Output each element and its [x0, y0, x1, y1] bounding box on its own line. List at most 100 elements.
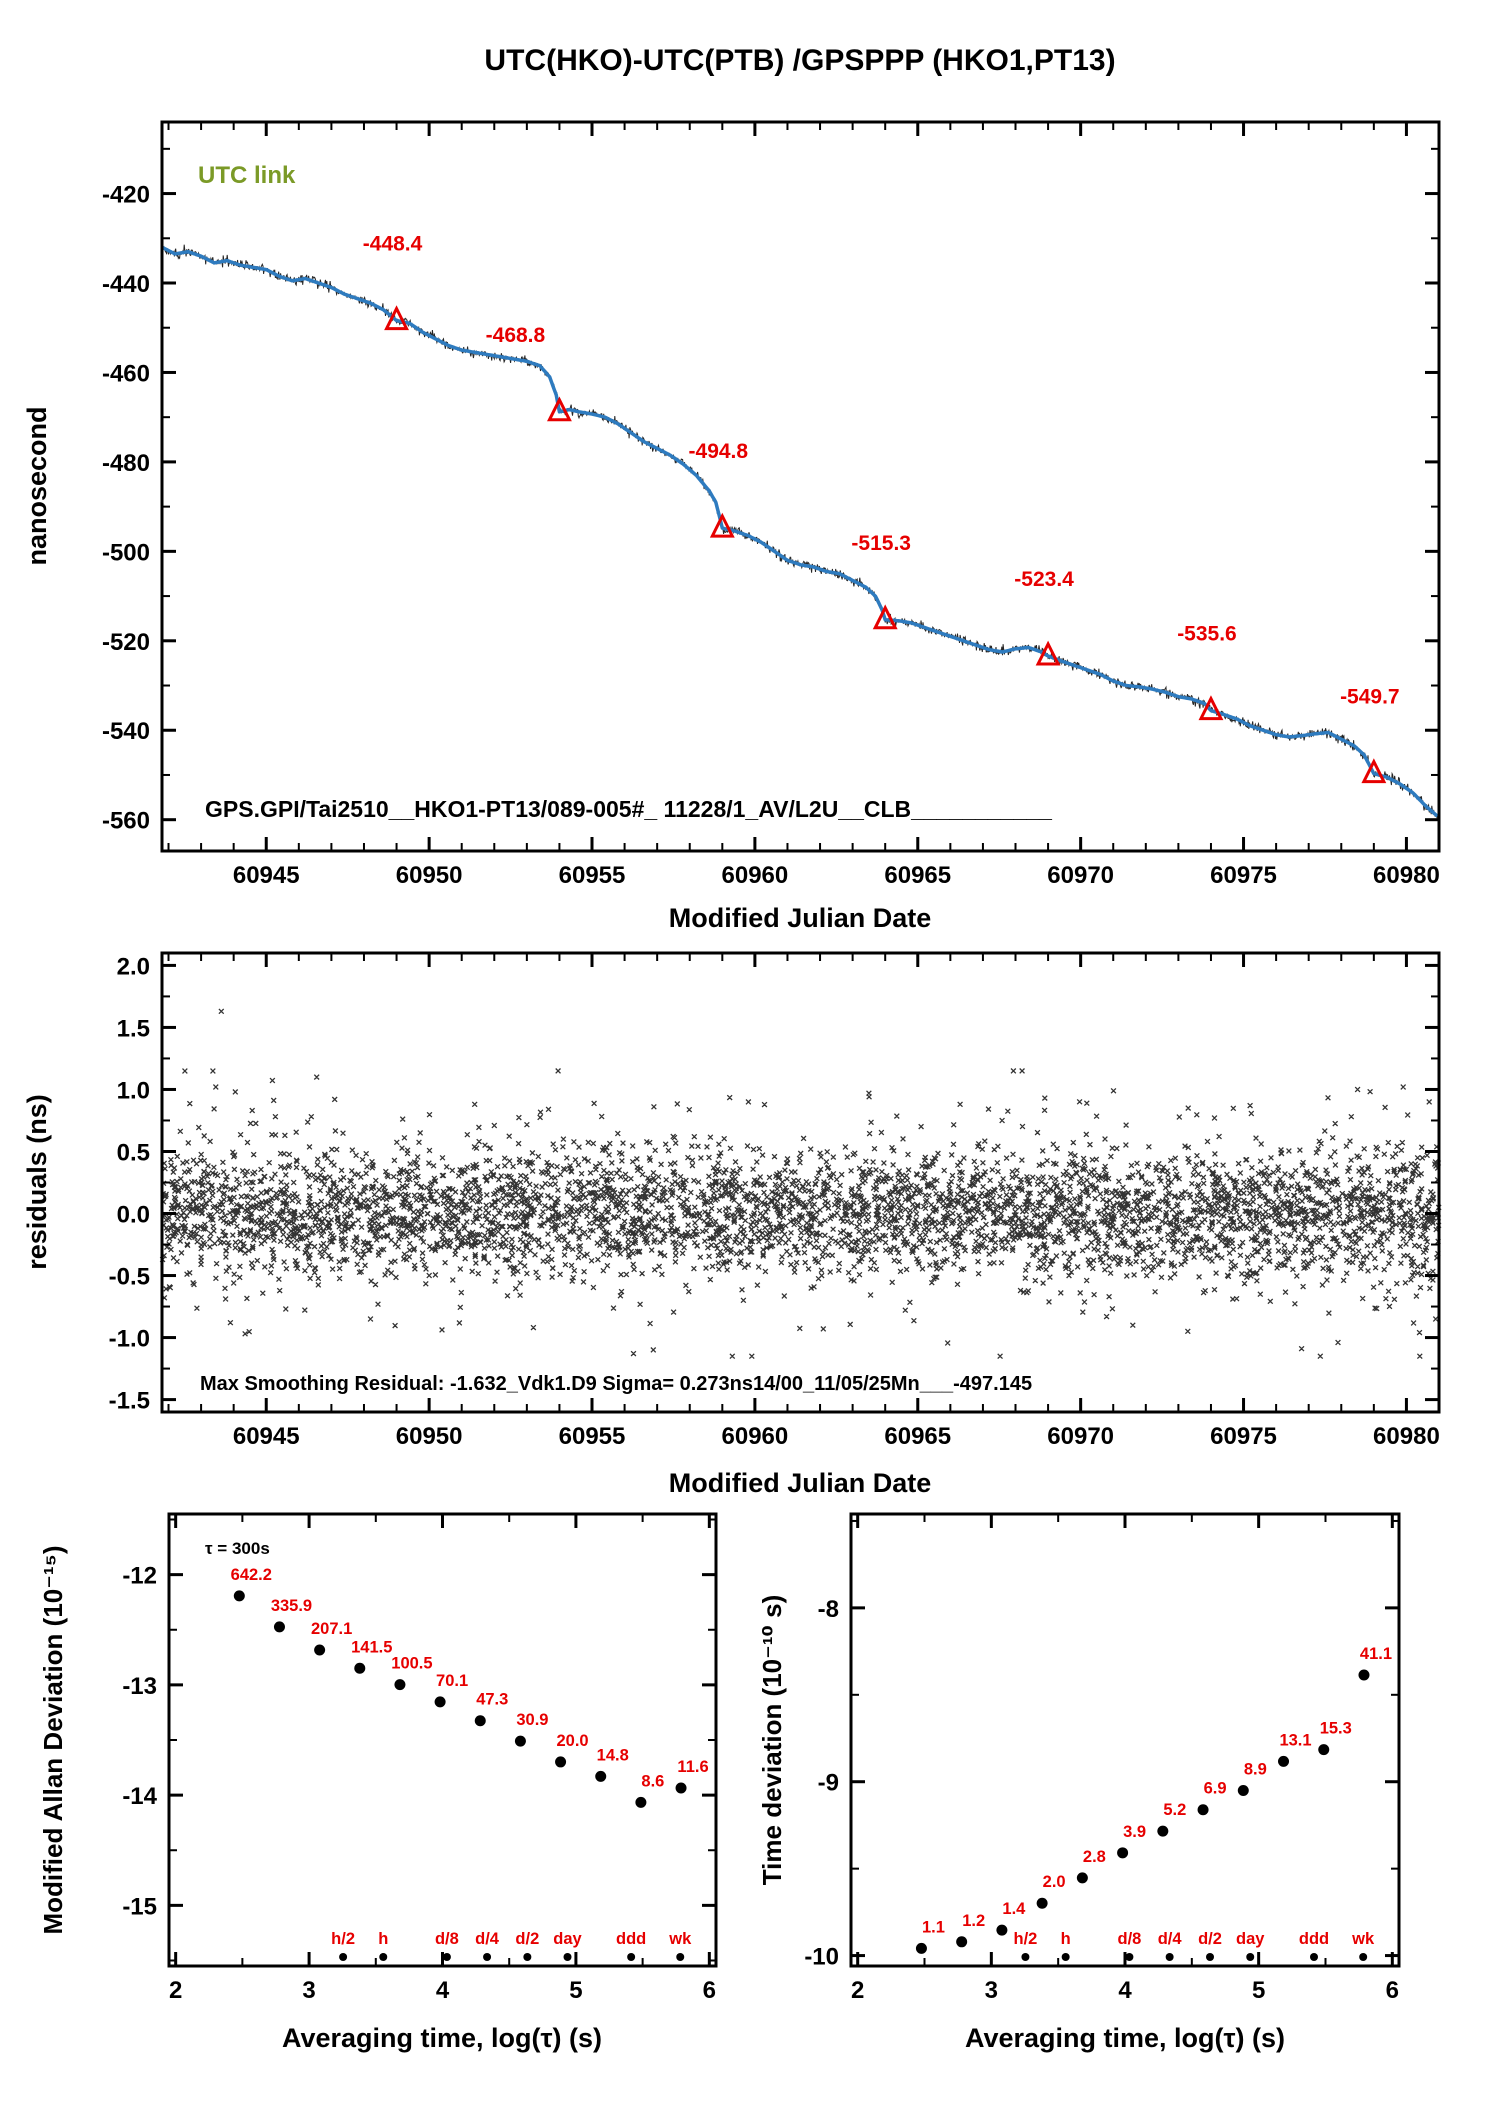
residuals-annotation: Max Smoothing Residual: -1.632_Vdk1.D9 S… [200, 1373, 1032, 1395]
time-tick-label: d/2 [1198, 1930, 1222, 1948]
plot-frame [167, 1512, 718, 1968]
time-tick-dot [1061, 1953, 1070, 1961]
phase-noise-trace [161, 244, 1440, 820]
x-tick-label: 4 [436, 1977, 450, 2004]
x-tick-label: 60960 [722, 862, 789, 889]
y-tick-label: -12 [122, 1563, 157, 1590]
y-tick-label: -1.0 [109, 1326, 150, 1353]
mdev-point-label: 20.0 [557, 1732, 589, 1750]
x-tick-label: 60975 [1210, 862, 1277, 889]
x-tick-label: 60975 [1210, 1423, 1277, 1450]
time-tick-dot [1309, 1953, 1318, 1961]
y-tick-label: -9 [818, 1770, 839, 1797]
x-tick-label: 60955 [559, 862, 626, 889]
tdev-point-label: 15.3 [1320, 1720, 1352, 1738]
x-tick-label: 3 [302, 1977, 315, 2004]
mdev-point [635, 1796, 647, 1808]
time-tick-label: day [553, 1930, 582, 1948]
tdev-point-label: 6.9 [1204, 1780, 1227, 1798]
tdev-point-label: 5.2 [1163, 1801, 1186, 1819]
calibration-triangle [709, 512, 735, 538]
y-tick-label: -560 [102, 808, 150, 835]
mdev-point-label: 14.8 [597, 1746, 629, 1764]
mdev-point-label: 8.6 [641, 1772, 664, 1790]
mdev-point [595, 1770, 607, 1782]
y-tick-label: -440 [102, 271, 150, 298]
tdev-y-axis-title: Time deviation (10⁻¹⁰ s) [757, 1595, 787, 1885]
residuals-x-axis-title: Modified Julian Date [669, 1468, 932, 1498]
mdev-point-label: 100.5 [391, 1655, 432, 1673]
time-tick-dot [1206, 1953, 1215, 1961]
time-tick-dot [379, 1953, 388, 1961]
phase-x-axis-title: Modified Julian Date [669, 903, 932, 933]
time-tick-dot [523, 1953, 532, 1961]
mdev-point-label: 70.1 [436, 1672, 468, 1690]
residual-points [159, 1008, 1442, 1360]
y-tick-label: 1.5 [117, 1015, 150, 1042]
y-tick-label: -460 [102, 360, 150, 387]
tdev-point-label: 1.1 [922, 1918, 945, 1936]
time-tick-label: ddd [1299, 1930, 1329, 1948]
y-tick-label: 0.0 [117, 1202, 150, 1229]
time-tick-label: d/8 [435, 1930, 459, 1948]
tdev-point [1117, 1847, 1129, 1859]
time-tick-dot [1165, 1953, 1174, 1961]
x-tick-label: 60945 [233, 1423, 300, 1450]
tdev-chart: 1.1 1.2 1.4 2.0 2.8 3.9 5.2 6.9 8.9 13.1 15.3 41.1 h… [915, 1645, 1392, 1961]
mdev-point-label: 30.9 [516, 1711, 548, 1729]
tdev-point [996, 1924, 1008, 1936]
mdev-point [233, 1590, 245, 1602]
residuals-frame: 60945 60950 60955 60960 60965 60970 60975 60980… [109, 951, 1441, 1450]
mdev-point-label: 642.2 [231, 1566, 272, 1584]
tdev-point [1318, 1744, 1330, 1756]
tdev-point-label: 1.4 [1002, 1900, 1026, 1918]
mdev-point [354, 1662, 366, 1674]
mdev-point [314, 1644, 326, 1656]
x-tick-label: 60950 [396, 1423, 463, 1450]
tdev-point-label: 41.1 [1360, 1645, 1392, 1663]
tdev-point-label: 2.8 [1083, 1848, 1106, 1866]
phase-y-axis-title: nanosecond [22, 406, 52, 565]
time-tick-label: h/2 [1014, 1930, 1038, 1948]
mdev-point [394, 1679, 406, 1691]
residuals-y-axis-title: residuals (ns) [22, 1094, 52, 1270]
time-tick-label: d/4 [475, 1930, 500, 1948]
time-tick-dot [1125, 1953, 1134, 1961]
time-tick-dot [1359, 1953, 1368, 1961]
calibration-label: -549.7 [1340, 686, 1400, 709]
mdev-point-label: 335.9 [271, 1597, 312, 1615]
mdev-x-axis-title: Averaging time, log(τ) (s) [282, 2023, 602, 2053]
plot-frame [849, 1512, 1401, 1968]
mdev-point [555, 1756, 567, 1768]
y-tick-label: -15 [122, 1893, 157, 1920]
x-tick-label: 60960 [722, 1423, 789, 1450]
tdev-point [915, 1942, 927, 1954]
mdev-point [474, 1715, 486, 1727]
plot-frame [160, 120, 1441, 853]
tdev-point [1076, 1872, 1088, 1884]
calibration-triangle [1361, 758, 1387, 784]
x-tick-label: 6 [1386, 1977, 1399, 2004]
plot-frame [160, 951, 1441, 1414]
mdev-y-axis-title: Modified Allan Deviation (10⁻¹⁵) [38, 1546, 68, 1935]
phase-annotation: GPS.GPI/Tai2510__HKO1-PT13/089-005#_ 112… [205, 796, 1052, 822]
x-tick-label: 2 [851, 1977, 864, 2004]
mdev-tau-annotation: τ = 300s [205, 1539, 270, 1558]
calibration-label: -515.3 [851, 532, 911, 555]
residuals-chart [159, 1008, 1442, 1360]
y-tick-label: 2.0 [117, 953, 150, 980]
x-tick-label: 60980 [1373, 862, 1440, 889]
mdev-point [273, 1621, 285, 1633]
calibration-label: -523.4 [1014, 568, 1074, 591]
tdev-point-label: 3.9 [1123, 1823, 1146, 1841]
time-tick-dot [1246, 1953, 1255, 1961]
tdev-point [1358, 1669, 1370, 1681]
figure-title: UTC(HKO)-UTC(PTB) /GPSPPP (HKO1,PT13) [484, 44, 1115, 77]
calibration-triangle [872, 604, 898, 630]
x-tick-label: 2 [169, 1977, 182, 2004]
mdev-point-label: 207.1 [311, 1620, 352, 1638]
y-tick-label: 0.5 [117, 1139, 150, 1166]
